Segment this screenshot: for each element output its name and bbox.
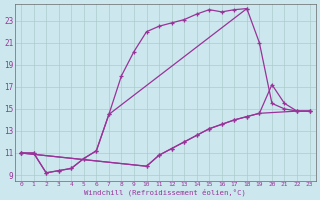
X-axis label: Windchill (Refroidissement éolien,°C): Windchill (Refroidissement éolien,°C) [84, 188, 246, 196]
